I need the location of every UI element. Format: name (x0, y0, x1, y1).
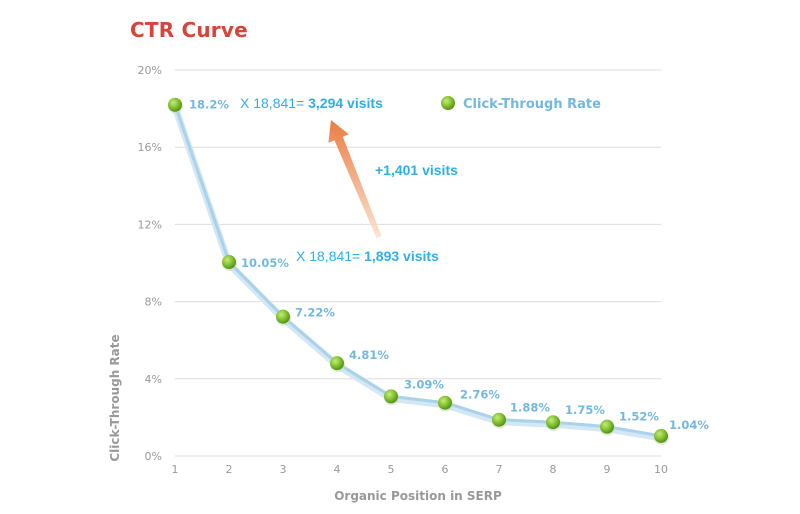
data-point (384, 389, 398, 404)
data-label: 1.88% (510, 401, 550, 415)
y-tick-label: 12% (138, 218, 162, 231)
x-tick-label: 10 (654, 463, 668, 476)
data-label: 1.04% (669, 418, 709, 432)
series-line (173, 103, 663, 438)
data-point (222, 255, 236, 270)
legend-marker (441, 96, 455, 110)
data-label: 1.52% (619, 410, 659, 424)
data-point (276, 309, 290, 324)
data-label: 1.75% (565, 403, 605, 417)
chart-title: CTR Curve (130, 18, 248, 42)
mid-calc-text: X 18,841= (296, 248, 364, 264)
data-label: 18.2% (189, 98, 229, 112)
x-tick-label: 5 (388, 463, 395, 476)
top-visits-result: 3,294 visits (308, 95, 383, 111)
data-point (168, 97, 182, 112)
y-tick-label: 16% (138, 141, 162, 154)
data-point (438, 395, 452, 410)
visits-delta-label: +1,401 visits (375, 162, 458, 178)
x-axis-title: Organic Position in SERP (334, 489, 502, 503)
data-point (546, 415, 560, 430)
data-label: 10.05% (241, 256, 289, 270)
top-calc-text: X 18,841= (240, 95, 308, 111)
data-point (654, 428, 668, 443)
y-tick-label: 0% (145, 450, 162, 463)
x-tick-label: 1 (172, 463, 179, 476)
data-point (600, 419, 614, 434)
y-tick-label: 4% (145, 373, 162, 386)
x-tick-label: 8 (550, 463, 557, 476)
data-label: 4.81% (349, 348, 389, 362)
y-axis-title: Click-Through Rate (108, 334, 122, 461)
y-tick-label: 20% (138, 64, 162, 77)
data-point (492, 412, 506, 427)
legend-label: Click-Through Rate (463, 97, 601, 112)
x-tick-label: 3 (280, 463, 287, 476)
mid-visits-result: 1,893 visits (364, 248, 439, 264)
data-label: 3.09% (404, 377, 444, 391)
mid-visits-calculation: X 18,841= 1,893 visits (296, 248, 439, 264)
x-tick-label: 9 (604, 463, 611, 476)
x-tick-label: 7 (496, 463, 503, 476)
x-tick-label: 6 (442, 463, 449, 476)
y-tick-label: 8% (145, 296, 162, 309)
x-tick-label: 2 (226, 463, 233, 476)
top-visits-calculation: X 18,841= 3,294 visits (240, 95, 383, 111)
data-label: 2.76% (460, 388, 500, 402)
data-point (330, 356, 344, 371)
increase-arrow (328, 120, 382, 238)
x-tick-label: 4 (334, 463, 341, 476)
data-label: 7.22% (295, 306, 335, 320)
